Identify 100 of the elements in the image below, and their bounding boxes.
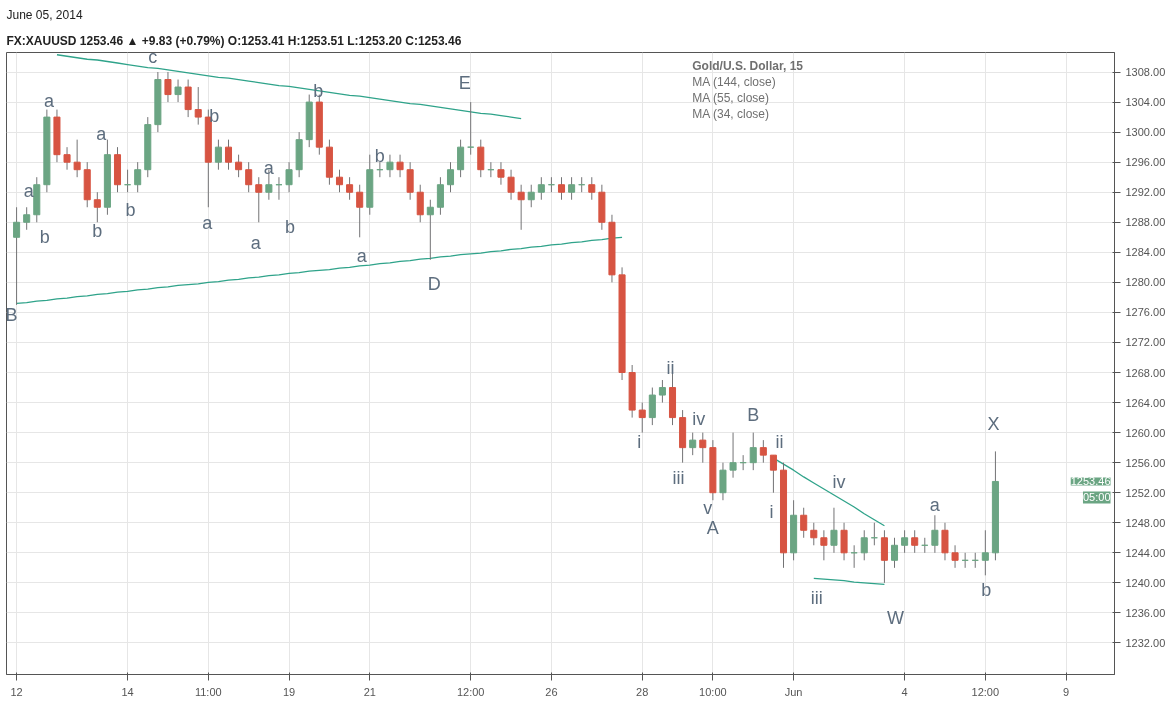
x-tick-label: 14	[121, 685, 134, 698]
candlestick	[63, 146, 71, 171]
annotation: 1253.46	[1070, 475, 1111, 488]
y-tick-label: 1308.00	[1125, 66, 1166, 79]
x-tick-label: 28	[636, 685, 649, 698]
candlestick	[901, 529, 909, 554]
candlestick	[285, 161, 293, 193]
annotation: A	[706, 518, 719, 539]
candlestick	[184, 79, 192, 118]
candlestick	[810, 522, 818, 546]
candlestick	[477, 139, 485, 178]
candlestick	[235, 154, 243, 178]
annotation: W	[887, 608, 905, 629]
y-tick-label: 1288.00	[1125, 216, 1166, 229]
annotation: a	[929, 494, 941, 515]
y-tick-label: 1260.00	[1125, 426, 1166, 439]
annotation: X	[987, 413, 1000, 434]
x-tick-label: Jun	[784, 685, 803, 698]
candlestick	[931, 514, 939, 554]
candlestick	[769, 454, 777, 494]
candlestick	[890, 537, 899, 569]
candlestick	[830, 507, 838, 554]
chart-title: June 05, 2014	[6, 7, 83, 22]
candlestick	[255, 176, 263, 223]
candlestick	[23, 206, 31, 231]
candlestick	[497, 161, 505, 186]
candlestick	[224, 139, 233, 171]
candlestick	[981, 529, 989, 576]
annotation: a	[263, 158, 275, 179]
candlestick	[436, 176, 444, 216]
candlestick	[911, 529, 919, 554]
candlestick	[73, 139, 81, 178]
x-tick-label: 21	[363, 685, 376, 698]
y-tick-label: 1240.00	[1125, 576, 1166, 589]
candlestick	[446, 161, 455, 193]
annotation: b	[125, 199, 136, 220]
line-series	[813, 577, 886, 586]
y-tick-label: 1256.00	[1125, 456, 1166, 469]
candlestick	[507, 169, 515, 201]
annotation: a	[96, 123, 108, 144]
annotation: i	[769, 502, 774, 523]
candlestick	[174, 79, 182, 103]
y-tick-label: 1252.00	[1125, 486, 1166, 499]
candlestick	[517, 184, 525, 231]
candlestick	[416, 184, 424, 223]
candlestick	[406, 161, 414, 201]
annotation: D	[427, 273, 441, 294]
candlestick	[335, 169, 344, 193]
candlestick	[557, 176, 566, 201]
candlestick	[426, 199, 434, 261]
annotation: a	[202, 213, 214, 234]
x-tick-label: 4	[901, 685, 908, 698]
candlestick	[699, 432, 707, 464]
annotation: iv	[832, 472, 846, 493]
annotation: ii	[775, 431, 784, 452]
x-tick-label: 10:00	[699, 685, 727, 698]
annotation: B	[5, 305, 18, 326]
y-tick-label: 1248.00	[1125, 516, 1166, 529]
candlestick	[749, 432, 757, 471]
annotation: Gold/U.S. Dollar, 15	[692, 58, 804, 73]
y-tick-label: 1244.00	[1125, 546, 1166, 559]
x-tick-label: 26	[545, 685, 558, 698]
candlestick	[860, 529, 868, 561]
candlestick	[820, 529, 828, 561]
annotation: i	[637, 431, 642, 452]
candlestick	[648, 387, 656, 426]
candlestick	[164, 71, 172, 103]
annotation: v	[703, 497, 713, 518]
annotation: a	[250, 233, 262, 254]
annotation: b	[209, 106, 220, 127]
annotation: a	[356, 246, 368, 267]
candlestick	[527, 184, 535, 208]
y-tick-label: 1284.00	[1125, 246, 1166, 259]
annotation: a	[43, 90, 55, 111]
y-tick-label: 1296.00	[1125, 156, 1166, 169]
annotation: B	[747, 404, 760, 425]
y-tick-label: 1236.00	[1125, 606, 1166, 619]
candlestick	[951, 544, 959, 569]
annotation: b	[39, 227, 50, 248]
y-tick-label: 1276.00	[1125, 306, 1166, 319]
candlestick	[245, 161, 253, 193]
y-tick-label: 1300.00	[1125, 126, 1166, 139]
annotation: b	[981, 579, 992, 600]
candlestick	[658, 379, 666, 404]
candlestick	[941, 522, 949, 561]
x-tick-label: 19	[282, 685, 296, 698]
y-tick-label: 1272.00	[1125, 336, 1166, 349]
y-tick-label: 1268.00	[1125, 366, 1166, 379]
annotation: ii	[666, 358, 675, 379]
y-tick-label: 1232.00	[1125, 636, 1166, 649]
x-tick-label: 11:00	[194, 685, 222, 698]
candlestick	[880, 529, 888, 584]
annotation: b	[285, 216, 296, 237]
candlestick	[840, 522, 848, 561]
y-tick-label: 1280.00	[1125, 276, 1166, 289]
candlestick	[194, 86, 202, 126]
annotation: MA (34, close)	[692, 106, 769, 121]
candlestick	[346, 176, 354, 201]
annotation: b	[374, 146, 385, 167]
line-series	[56, 54, 522, 120]
